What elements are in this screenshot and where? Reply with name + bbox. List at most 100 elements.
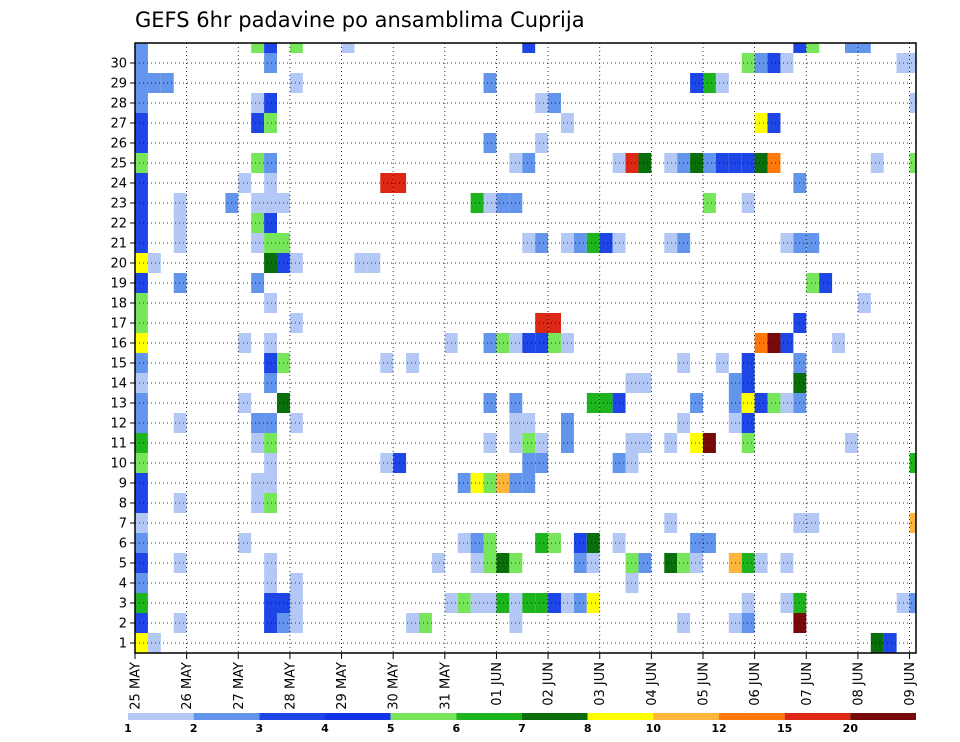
heatmap-cell bbox=[135, 353, 148, 373]
heatmap-cell bbox=[264, 573, 277, 593]
heatmap-cell bbox=[535, 233, 549, 253]
heatmap-cell bbox=[264, 353, 277, 373]
heatmap-cell bbox=[806, 43, 820, 53]
heatmap-cell bbox=[470, 553, 484, 573]
heatmap-cell bbox=[857, 293, 871, 313]
y-tick-label: 15 bbox=[110, 357, 127, 372]
heatmap-cell bbox=[483, 73, 497, 93]
heatmap-cell bbox=[754, 113, 768, 133]
heatmap-cell bbox=[289, 73, 303, 93]
y-tick-label: 1 bbox=[119, 637, 127, 652]
heatmap-cell bbox=[289, 413, 303, 433]
heatmap-cell bbox=[741, 553, 755, 573]
heatmap-cell bbox=[703, 73, 716, 93]
heatmap-cell bbox=[690, 553, 703, 573]
heatmap-cell bbox=[767, 333, 781, 353]
heatmap-cell bbox=[548, 533, 561, 553]
grid-lines bbox=[135, 43, 916, 653]
colorbar-swatch bbox=[456, 713, 522, 720]
heatmap-cell bbox=[135, 213, 148, 233]
y-tick-label: 12 bbox=[110, 417, 127, 432]
heatmap-cell bbox=[664, 433, 678, 453]
heatmap-cell bbox=[715, 353, 729, 373]
heatmap-cell bbox=[573, 553, 587, 573]
heatmap-cell bbox=[341, 43, 355, 53]
heatmap-cell bbox=[483, 593, 497, 613]
y-tick-label: 8 bbox=[119, 497, 127, 512]
heatmap-cell bbox=[548, 593, 561, 613]
heatmap-cell bbox=[535, 433, 549, 453]
heatmap-cell bbox=[380, 353, 394, 373]
heatmap-cell bbox=[173, 273, 187, 293]
y-tick-label: 17 bbox=[110, 317, 127, 332]
colorbar-label: 3 bbox=[256, 722, 264, 735]
y-tick-label: 18 bbox=[110, 297, 127, 312]
heatmap-cell bbox=[703, 193, 716, 213]
heatmap-cell bbox=[264, 153, 277, 173]
heatmap-cell bbox=[264, 473, 277, 493]
colorbar-label: 2 bbox=[190, 722, 198, 735]
heatmap-cell bbox=[251, 493, 265, 513]
heatmap-cell bbox=[586, 233, 600, 253]
heatmap-cell bbox=[264, 213, 277, 233]
heatmap-cell bbox=[354, 253, 368, 273]
heatmap-cell bbox=[535, 133, 549, 153]
y-tick-label: 23 bbox=[110, 197, 127, 212]
heatmap-cell bbox=[690, 73, 703, 93]
colorbar-swatch bbox=[128, 713, 194, 720]
heatmap-cell bbox=[251, 413, 265, 433]
heatmap-cell bbox=[238, 173, 252, 193]
y-tick-label: 24 bbox=[110, 177, 127, 192]
heatmap-cell bbox=[806, 513, 820, 533]
heatmap-cells bbox=[135, 43, 916, 653]
colorbar-label: 5 bbox=[387, 722, 395, 735]
heatmap-cell bbox=[754, 553, 768, 573]
x-tick-label: 26 MAY bbox=[180, 662, 195, 710]
x-tick-label: 28 MAY bbox=[283, 662, 298, 710]
heatmap-cell bbox=[264, 113, 277, 133]
heatmap-cell bbox=[135, 493, 148, 513]
chart-title: GEFS 6hr padavine po ansamblima Cuprija bbox=[135, 8, 585, 32]
y-tick-label: 25 bbox=[110, 157, 127, 172]
heatmap-cell bbox=[289, 613, 303, 633]
heatmap-cell bbox=[522, 453, 536, 473]
heatmap-cell bbox=[264, 493, 277, 513]
y-tick-label: 13 bbox=[110, 397, 127, 412]
colorbar-swatch bbox=[653, 713, 719, 720]
heatmap-cell bbox=[754, 333, 768, 353]
heatmap-cell bbox=[173, 553, 187, 573]
heatmap-cell bbox=[832, 333, 845, 353]
heatmap-cell bbox=[251, 273, 265, 293]
y-tick-label: 4 bbox=[119, 577, 127, 592]
heatmap-cell bbox=[664, 233, 678, 253]
heatmap-cell bbox=[496, 553, 510, 573]
heatmap-cell bbox=[909, 53, 916, 73]
heatmap-cell bbox=[690, 393, 703, 413]
colorbar-label: 4 bbox=[321, 722, 329, 735]
heatmap-cell bbox=[741, 353, 755, 373]
heatmap-cell bbox=[870, 633, 884, 653]
colorbar-label: 12 bbox=[711, 722, 726, 735]
y-tick-label: 6 bbox=[119, 537, 127, 552]
heatmap-cell bbox=[586, 553, 600, 573]
heatmap-cell bbox=[135, 73, 148, 93]
heatmap-cell bbox=[703, 533, 716, 553]
heatmap-cell bbox=[289, 313, 303, 333]
heatmap-cell bbox=[741, 413, 755, 433]
heatmap-cell bbox=[264, 53, 277, 73]
heatmap-cell bbox=[909, 93, 916, 113]
heatmap-cell bbox=[638, 553, 652, 573]
colorbar: 1 2 3 4 5 6 7 8 10 12 15 20 bbox=[124, 713, 916, 735]
heatmap-cell bbox=[870, 153, 884, 173]
heatmap-cell bbox=[135, 433, 148, 453]
heatmap-cell bbox=[135, 133, 148, 153]
heatmap-cell bbox=[135, 53, 148, 73]
heatmap-cell bbox=[457, 473, 471, 493]
heatmap-cell bbox=[638, 373, 652, 393]
heatmap-cell bbox=[857, 43, 871, 53]
heatmap-cell bbox=[548, 93, 561, 113]
heatmap-cell bbox=[535, 313, 549, 333]
heatmap-cell bbox=[522, 413, 536, 433]
heatmap-cell bbox=[135, 513, 148, 533]
heatmap-cell bbox=[535, 453, 549, 473]
